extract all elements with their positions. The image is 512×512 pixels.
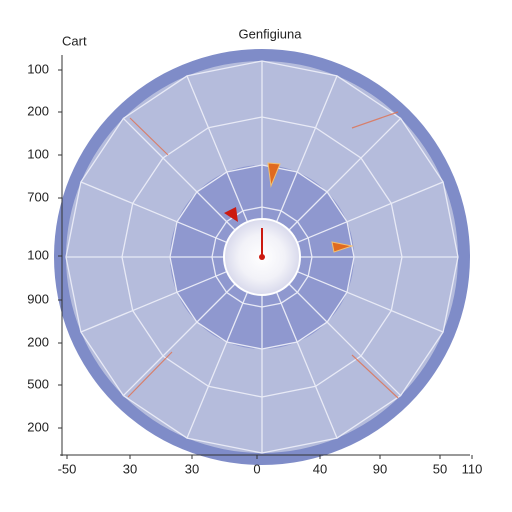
y-tick-label: 200 [27, 334, 49, 349]
y-tick-label: 200 [27, 103, 49, 118]
accents [127, 111, 399, 399]
y-tick-label: 200 [27, 419, 49, 434]
polar-grid [65, 60, 459, 454]
marker [224, 207, 238, 222]
y-tick-label: 100 [27, 247, 49, 262]
grid-spoke [296, 270, 444, 333]
marker [331, 241, 354, 253]
x-tick-label: 0 [253, 461, 260, 476]
chart-title: Genfigiuna [239, 26, 303, 41]
grid-spoke [275, 75, 338, 223]
x-tick-label: 50 [433, 461, 447, 476]
x-tick-label: 30 [185, 461, 199, 476]
grid-spoke [186, 291, 249, 439]
corner-label: Cart [62, 33, 87, 48]
y-tick-label: 100 [27, 146, 49, 161]
y-tick-label: 700 [27, 189, 49, 204]
grid-spoke [275, 291, 338, 439]
grid-spoke [288, 283, 402, 397]
grid-spoke [122, 283, 236, 397]
grid-spoke [296, 181, 444, 244]
grid-spoke [186, 75, 249, 223]
x-tick-label: 40 [313, 461, 327, 476]
y-tick-label: 100 [27, 61, 49, 76]
y-tick-label: 500 [27, 376, 49, 391]
marker [267, 162, 281, 188]
y-tick-label: 900 [27, 291, 49, 306]
grid-spoke [122, 117, 236, 231]
needle-hub [259, 254, 265, 260]
grid-spoke [288, 117, 402, 231]
grid-spoke [80, 270, 228, 333]
grid-spoke [80, 181, 228, 244]
x-tick-label: 110 [462, 461, 483, 476]
polar-plot [54, 49, 470, 465]
x-tick-label: 90 [373, 461, 387, 476]
x-tick-label: 30 [123, 461, 137, 476]
x-tick-label: -50 [58, 461, 77, 476]
